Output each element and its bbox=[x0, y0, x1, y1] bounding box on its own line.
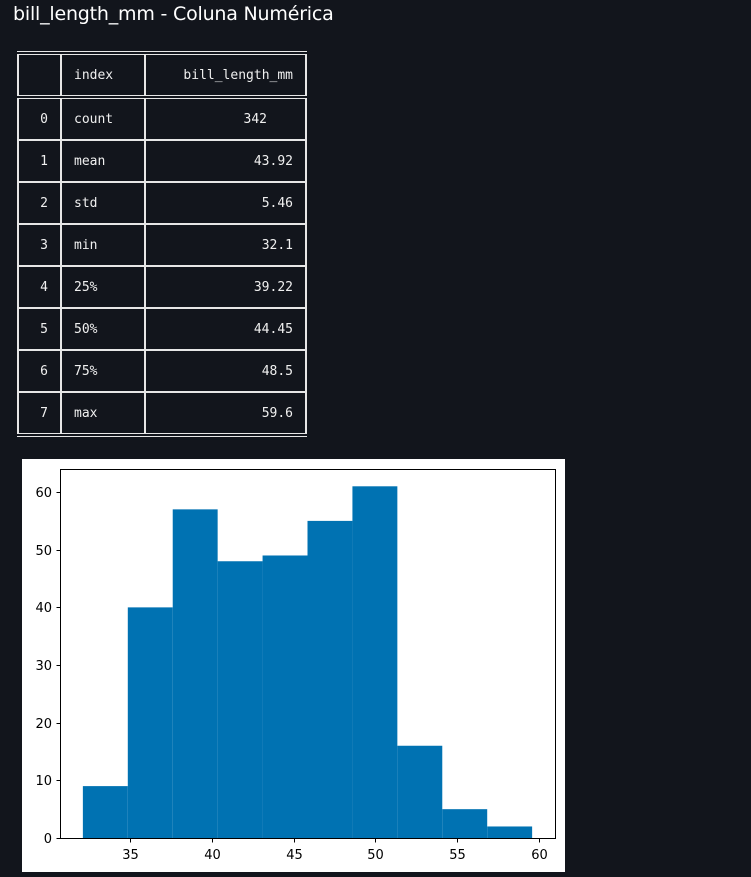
histogram-bar bbox=[172, 509, 218, 838]
index-cell: std bbox=[60, 181, 146, 224]
row-number-cell: 3 bbox=[17, 223, 62, 266]
table-row: 7 max 59.6 bbox=[17, 391, 307, 435]
row-number-cell: 1 bbox=[17, 139, 62, 182]
table-row: 3 min 32.1 bbox=[17, 223, 307, 266]
x-tick-label: 35 bbox=[122, 848, 139, 863]
histogram-bar bbox=[442, 809, 488, 838]
value-cell: 5.46 bbox=[144, 181, 307, 224]
row-number-cell: 5 bbox=[17, 307, 62, 350]
value-cell: 59.6 bbox=[144, 391, 307, 435]
index-cell: count bbox=[60, 97, 146, 140]
value-cell: 48.5 bbox=[144, 349, 307, 392]
index-cell: 75% bbox=[60, 349, 146, 392]
y-tick-label: 40 bbox=[35, 601, 52, 616]
value-cell: 342 bbox=[144, 97, 307, 140]
x-tick-label: 60 bbox=[531, 848, 548, 863]
index-cell: 50% bbox=[60, 307, 146, 350]
histogram-bar bbox=[307, 520, 353, 838]
row-number-cell: 6 bbox=[17, 349, 62, 392]
histogram-bar bbox=[397, 745, 443, 838]
stats-table-container: index bill_length_mm 0 count 342 1 mean … bbox=[17, 51, 307, 437]
table-header-bill-length-mm: bill_length_mm bbox=[144, 53, 307, 99]
y-tick-label: 0 bbox=[44, 832, 52, 847]
table-row: 2 std 5.46 bbox=[17, 181, 307, 224]
row-number-cell: 2 bbox=[17, 181, 62, 224]
histogram-bar bbox=[217, 561, 263, 838]
index-cell: 25% bbox=[60, 265, 146, 308]
y-tick-label: 20 bbox=[35, 717, 52, 732]
histogram-bar bbox=[352, 486, 398, 838]
stats-table: index bill_length_mm 0 count 342 1 mean … bbox=[17, 51, 307, 437]
table-row: 4 25% 39.22 bbox=[17, 265, 307, 308]
value-cell: 39.22 bbox=[144, 265, 307, 308]
value-cell: 43.92 bbox=[144, 139, 307, 182]
y-axis: 0 10 20 30 40 50 60 bbox=[35, 486, 61, 847]
plot-frame bbox=[60, 469, 556, 839]
value-cell: 44.45 bbox=[144, 307, 307, 350]
table-row: 5 50% 44.45 bbox=[17, 307, 307, 350]
x-tick-label: 55 bbox=[449, 848, 466, 863]
row-number-cell: 4 bbox=[17, 265, 62, 308]
x-axis: 35 40 45 50 55 60 bbox=[122, 838, 548, 863]
histogram-chart: 35 40 45 50 55 60 0 10 20 30 40 50 60 bbox=[35, 469, 556, 863]
row-number-cell: 7 bbox=[17, 391, 62, 435]
value-cell: 32.1 bbox=[144, 223, 307, 266]
x-tick-label: 45 bbox=[286, 848, 303, 863]
table-row: 0 count 342 bbox=[17, 97, 307, 140]
table-header-row: index bill_length_mm bbox=[17, 53, 307, 99]
y-tick-label: 60 bbox=[35, 486, 52, 501]
y-tick-label: 10 bbox=[35, 774, 52, 789]
y-tick-label: 50 bbox=[35, 544, 52, 559]
index-cell: min bbox=[60, 223, 146, 266]
histogram-bars bbox=[82, 486, 533, 838]
table-header-row-number bbox=[17, 53, 62, 99]
x-tick-label: 40 bbox=[204, 848, 221, 863]
histogram-bar bbox=[487, 826, 533, 838]
x-tick-label: 50 bbox=[367, 848, 384, 863]
row-number-cell: 0 bbox=[17, 97, 62, 140]
page-title: bill_length_mm - Coluna Numérica bbox=[13, 3, 334, 25]
histogram-bar bbox=[82, 786, 128, 838]
table-row: 1 mean 43.92 bbox=[17, 139, 307, 182]
index-cell: max bbox=[60, 391, 146, 435]
histogram-chart-panel: 35 40 45 50 55 60 0 10 20 30 40 50 60 bbox=[22, 459, 565, 872]
index-cell: mean bbox=[60, 139, 146, 182]
histogram-bar bbox=[127, 607, 173, 838]
table-header-index: index bbox=[60, 53, 146, 99]
histogram-bar bbox=[262, 555, 308, 838]
table-row: 6 75% 48.5 bbox=[17, 349, 307, 392]
y-tick-label: 30 bbox=[35, 659, 52, 674]
